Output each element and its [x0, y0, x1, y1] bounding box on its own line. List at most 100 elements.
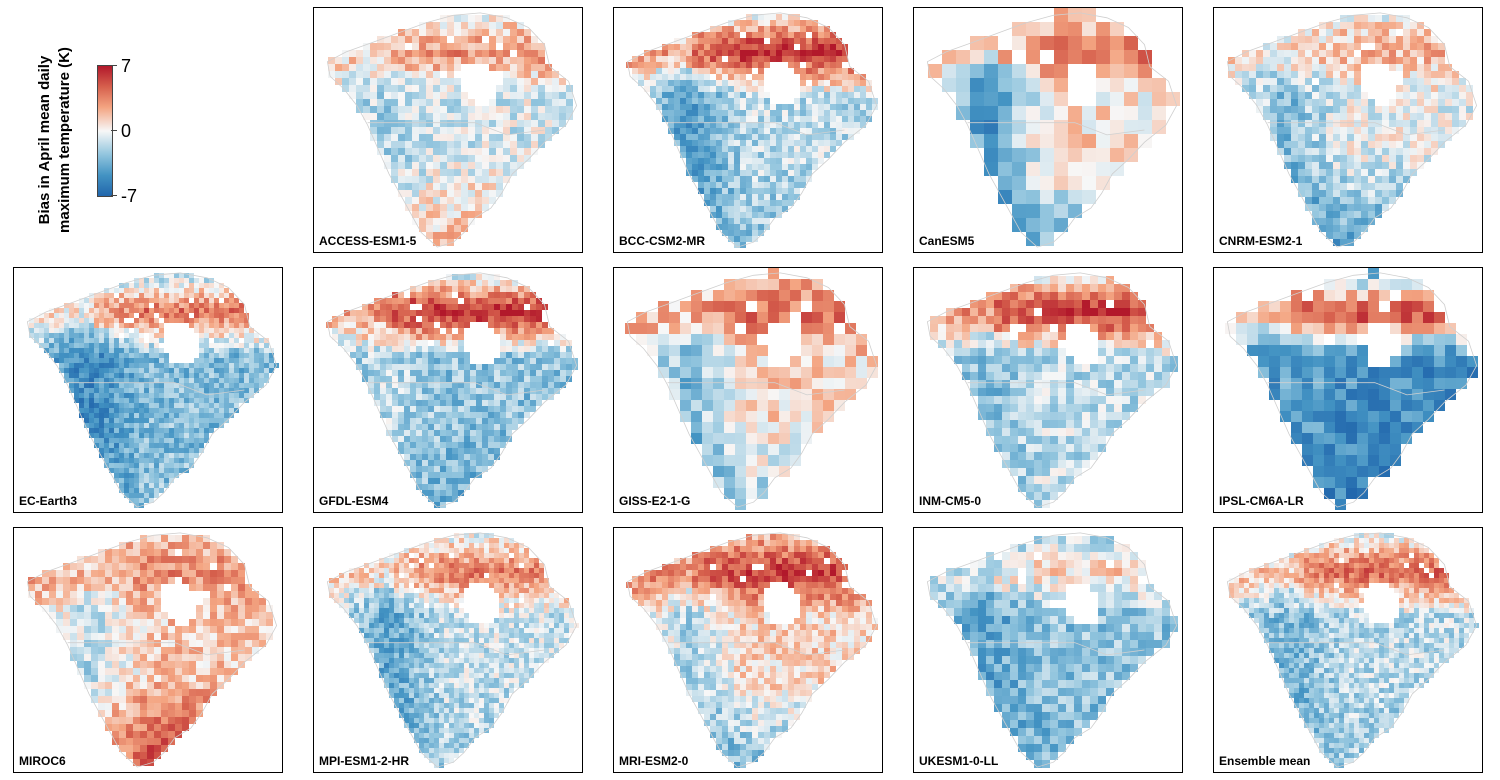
- bias-cell: [392, 346, 398, 352]
- bias-cell: [545, 127, 552, 134]
- bias-cell: [454, 197, 461, 204]
- bias-cell: [392, 322, 398, 328]
- bias-cell: [800, 122, 806, 128]
- bias-cell: [734, 20, 740, 26]
- bias-cell: [632, 56, 638, 62]
- bias-cell: [139, 458, 144, 463]
- bias-cell: [440, 29, 447, 36]
- bias-cell: [674, 116, 680, 122]
- bias-cell: [1340, 15, 1347, 22]
- bias-cell: [656, 98, 662, 104]
- bias-cell: [1124, 148, 1138, 162]
- bias-cell: [518, 298, 524, 304]
- bias-cell: [779, 389, 790, 400]
- bias-cell: [440, 239, 447, 246]
- bias-cell: [119, 433, 124, 438]
- bias-cell: [1368, 211, 1375, 218]
- bias-cell: [454, 15, 461, 22]
- bias-cell: [1068, 176, 1082, 190]
- bias-cell: [503, 57, 510, 64]
- bias-cell: [164, 393, 169, 398]
- bias-cell: [1431, 71, 1438, 78]
- bias-cell: [1354, 225, 1361, 232]
- bias-cell: [149, 428, 154, 433]
- bias-cell: [566, 352, 572, 358]
- bias-cell: [164, 368, 169, 373]
- bias-cell: [454, 36, 461, 43]
- bias-cell: [746, 86, 752, 92]
- bias-cell: [757, 356, 768, 367]
- bias-cell: [104, 458, 109, 463]
- bias-cell: [416, 322, 422, 328]
- bias-cell: [164, 313, 169, 318]
- bias-cell: [174, 433, 179, 438]
- bias-cell: [433, 211, 440, 218]
- bias-cell: [422, 286, 428, 292]
- bias-cell: [518, 406, 524, 412]
- bias-cell: [410, 400, 416, 406]
- bias-cell: [374, 334, 380, 340]
- bias-cell: [770, 152, 776, 158]
- bias-cell: [680, 389, 691, 400]
- bias-cell: [59, 368, 64, 373]
- bias-cell: [134, 438, 139, 443]
- bias-cell: [757, 400, 768, 411]
- bias-cell: [1361, 36, 1368, 43]
- bias-cell: [239, 328, 244, 333]
- bias-cell: [405, 99, 412, 106]
- bias-cell: [800, 38, 806, 44]
- bias-cell: [124, 348, 129, 353]
- bias-cell: [452, 316, 458, 322]
- bias-cell: [1054, 190, 1068, 204]
- bias-cell: [119, 468, 124, 473]
- bias-cell: [517, 148, 524, 155]
- bias-cell: [758, 122, 764, 128]
- bias-cell: [194, 393, 199, 398]
- bias-cell: [692, 122, 698, 128]
- bias-cell: [189, 458, 194, 463]
- bias-cell: [488, 454, 494, 460]
- bias-cell: [229, 318, 234, 323]
- bias-cell: [735, 378, 746, 389]
- bias-cell: [1361, 176, 1368, 183]
- bias-cell: [1138, 134, 1152, 148]
- bias-cell: [104, 363, 109, 368]
- bias-cell: [398, 85, 405, 92]
- bias-cell: [129, 333, 134, 338]
- bias-cell: [114, 443, 119, 448]
- bias-cell: [470, 448, 476, 454]
- bias-cell: [104, 383, 109, 388]
- bias-cell: [1068, 36, 1082, 50]
- bias-cell: [419, 190, 426, 197]
- bias-cell: [848, 110, 854, 116]
- bias-cell: [1305, 127, 1312, 134]
- bias-cell: [446, 376, 452, 382]
- bias-cell: [1319, 204, 1326, 211]
- bias-cell: [344, 322, 350, 328]
- bias-cell: [129, 423, 134, 428]
- bias-cell: [722, 194, 728, 200]
- bias-cell: [452, 376, 458, 382]
- bias-cell: [392, 430, 398, 436]
- bias-cell: [119, 313, 124, 318]
- bias-cell: [428, 442, 434, 448]
- bias-cell: [239, 378, 244, 383]
- bias-cell: [518, 316, 524, 322]
- bias-cell: [758, 200, 764, 206]
- bias-cell: [39, 318, 44, 323]
- bias-cell: [746, 188, 752, 194]
- bias-cell: [419, 57, 426, 64]
- bias-cell: [489, 43, 496, 50]
- bias-cell: [1284, 78, 1291, 85]
- bias-cell: [818, 152, 824, 158]
- bias-cell: [446, 340, 452, 346]
- bias-cell: [758, 68, 764, 74]
- bias-cell: [214, 328, 219, 333]
- bias-cell: [169, 468, 174, 473]
- bias-cell: [506, 388, 512, 394]
- bias-cell: [412, 204, 419, 211]
- bias-cell: [1410, 57, 1417, 64]
- bias-cell: [994, 300, 1002, 308]
- bias-cell: [119, 423, 124, 428]
- bias-cell: [114, 333, 119, 338]
